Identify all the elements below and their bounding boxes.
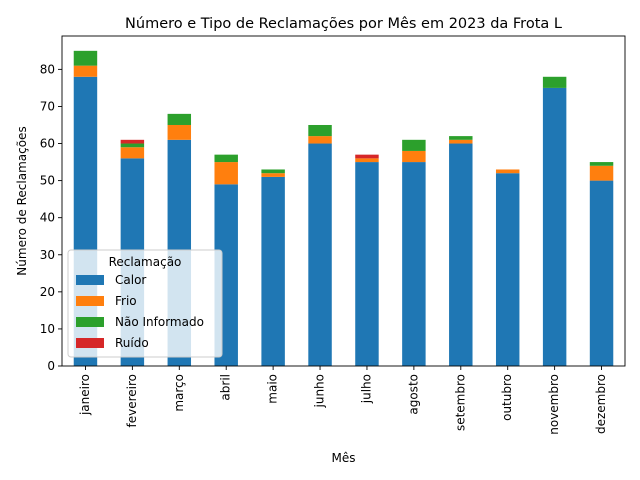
bar-novembro-calor xyxy=(542,87,567,366)
x-axis-ticks: janeiro fevereiro março abril maio junho julho… xyxy=(78,366,608,435)
bar-dezembro-frio xyxy=(589,165,614,181)
bar-junho-não-informado xyxy=(308,124,332,137)
x-tick-label: março xyxy=(172,374,186,412)
bar-fevereiro-não-informado xyxy=(120,143,145,148)
bar-dezembro-calor xyxy=(589,180,614,366)
bar-agosto-frio xyxy=(402,150,426,163)
x-axis-label: Mês xyxy=(332,451,356,465)
plot-frame xyxy=(61,35,626,367)
bar-agosto-não-informado xyxy=(402,139,426,151)
bar-outubro-calor xyxy=(495,173,520,366)
bar-fevereiro-ruído xyxy=(120,139,145,144)
bar-julho-ruído xyxy=(355,154,379,159)
axes-group xyxy=(61,35,626,367)
bar-maio-frio xyxy=(261,173,285,177)
bar-dezembro-não-informado xyxy=(589,162,614,166)
x-tick-label: novembro xyxy=(547,374,561,435)
bar-junho-calor xyxy=(308,143,332,366)
legend-label: Não Informado xyxy=(115,315,204,329)
y-tick-label: 70 xyxy=(40,99,55,113)
bar-setembro-não-informado xyxy=(449,136,473,140)
legend-title: Reclamação xyxy=(109,255,182,269)
bar-janeiro-frio xyxy=(73,65,98,77)
y-tick-label: 60 xyxy=(40,137,55,151)
bar-janeiro-não-informado xyxy=(73,50,98,66)
x-tick-label: fevereiro xyxy=(125,374,139,428)
y-tick-label: 80 xyxy=(40,62,55,76)
legend-box xyxy=(67,249,223,358)
bar-setembro-frio xyxy=(449,139,473,144)
bar-março-frio xyxy=(167,124,192,140)
legend-swatch-calor xyxy=(76,275,104,285)
x-tick-label: junho xyxy=(313,374,327,409)
y-tick-label: 50 xyxy=(40,174,55,188)
chart-title: Número e Tipo de Reclamações por Mês em … xyxy=(125,16,562,32)
bar-setembro-calor xyxy=(449,143,473,366)
x-tick-label: dezembro xyxy=(594,374,608,434)
legend-label: Frio xyxy=(115,294,137,308)
bar-junho-frio xyxy=(308,136,332,144)
bar-abril-não-informado xyxy=(214,154,238,163)
y-tick-label: 40 xyxy=(40,211,55,225)
legend-swatch-não-informado xyxy=(76,317,104,327)
x-tick-label: maio xyxy=(266,374,280,404)
legend-label: Calor xyxy=(115,273,146,287)
x-tick-label: agosto xyxy=(406,374,420,415)
legend-swatch-frio xyxy=(76,296,104,306)
y-tick-label: 0 xyxy=(47,359,55,373)
y-axis-ticks: 0 10 20 30 40 50 60 70 80 xyxy=(40,62,62,373)
y-tick-label: 30 xyxy=(40,248,55,262)
legend-label: Ruído xyxy=(115,336,149,350)
x-tick-label: janeiro xyxy=(78,374,92,416)
legend-items: Calor Frio Não Informado Ruído xyxy=(76,273,204,350)
bar-julho-calor xyxy=(355,162,379,366)
bar-abril-frio xyxy=(214,162,238,185)
bar-maio-não-informado xyxy=(261,169,285,174)
y-axis-label: Número de Reclamações xyxy=(15,126,29,275)
y-tick-label: 20 xyxy=(40,285,55,299)
x-tick-label: julho xyxy=(359,374,373,404)
bar-março-não-informado xyxy=(167,113,192,125)
legend-swatch-ruído xyxy=(76,338,104,348)
bar-outubro-frio xyxy=(495,169,520,174)
x-tick-label: outubro xyxy=(500,374,514,421)
x-tick-label: abril xyxy=(219,374,233,401)
y-tick-label: 10 xyxy=(40,322,55,336)
x-tick-label: setembro xyxy=(453,374,467,431)
bar-novembro-não-informado xyxy=(542,76,567,88)
bar-maio-calor xyxy=(261,176,285,366)
bar-agosto-calor xyxy=(402,162,426,366)
bar-fevereiro-frio xyxy=(120,147,145,159)
bar-julho-frio xyxy=(355,158,379,163)
legend: Reclamação Calor Frio Não Informado Ruído xyxy=(67,249,223,358)
